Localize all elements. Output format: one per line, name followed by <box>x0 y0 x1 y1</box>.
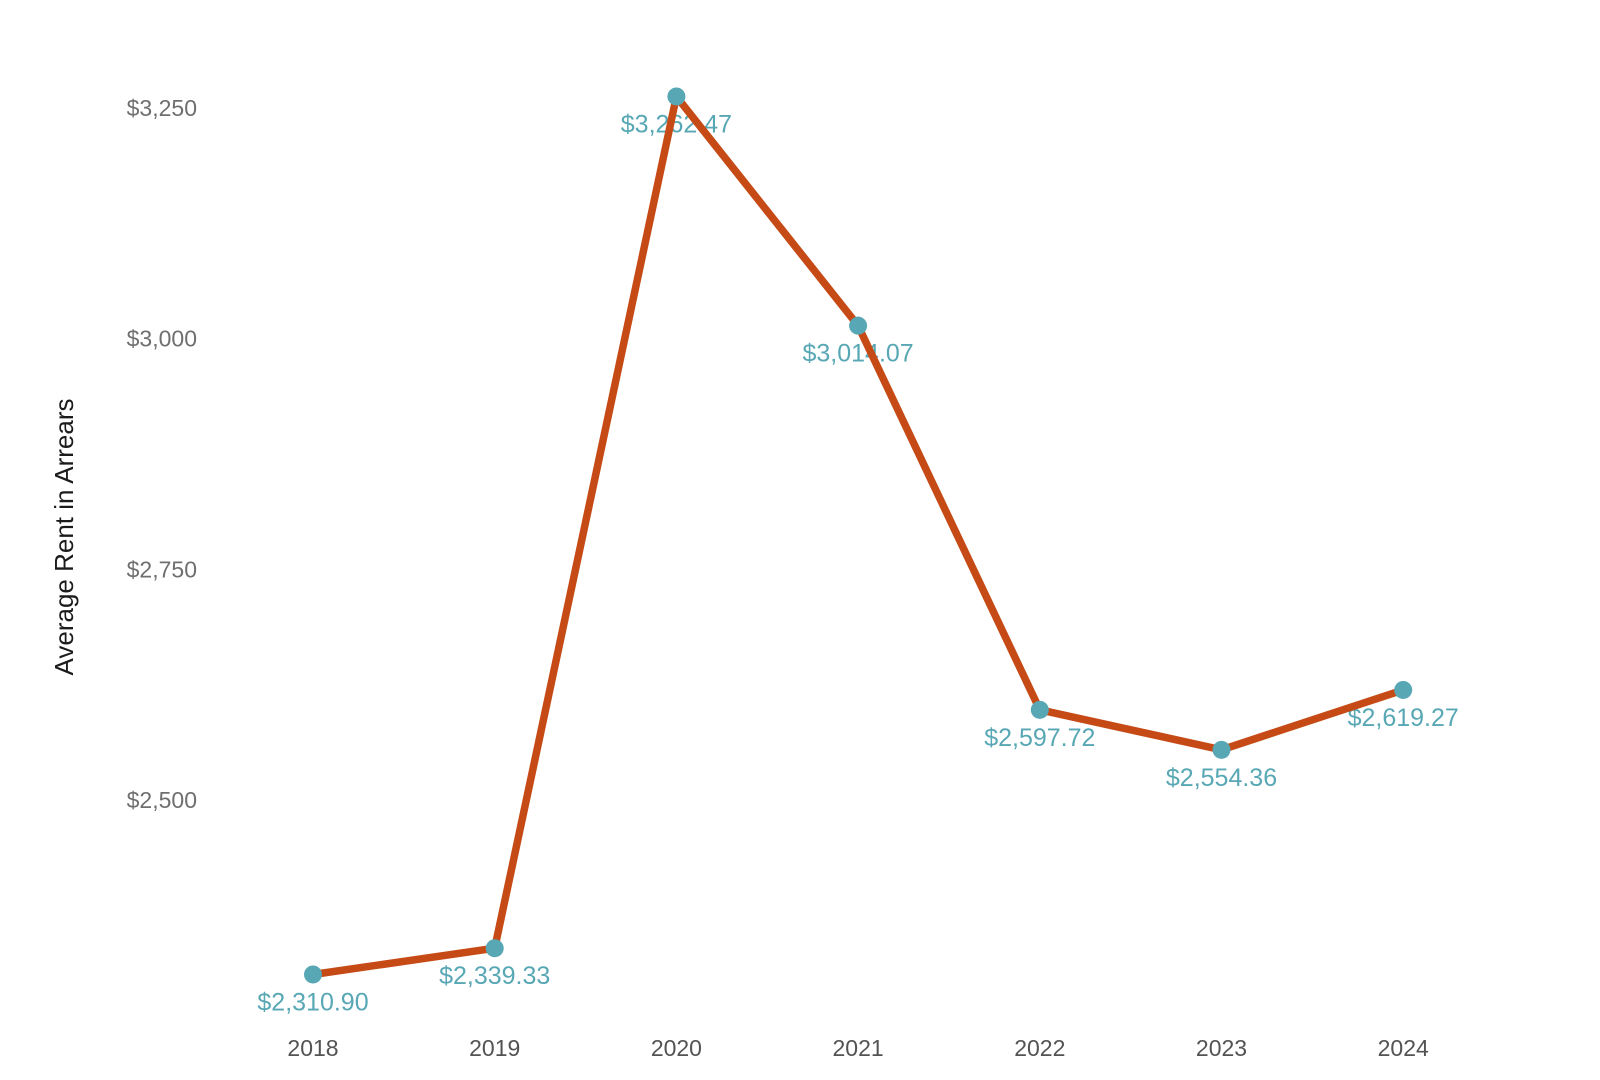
data-point-label: $3,262.47 <box>621 110 732 138</box>
data-point-label: $2,339.33 <box>439 962 550 990</box>
data-point-marker[interactable] <box>485 939 504 958</box>
y-axis-tick-label: $2,500 <box>127 787 197 813</box>
data-point-marker[interactable] <box>849 316 868 335</box>
data-point-marker[interactable] <box>667 87 686 106</box>
x-axis-tick-label: 2021 <box>833 1035 884 1061</box>
data-point-marker[interactable] <box>1030 700 1049 719</box>
series-line <box>309 92 1407 979</box>
x-axis-tick-label: 2023 <box>1196 1035 1247 1061</box>
x-axis-tick-label: 2018 <box>287 1035 338 1061</box>
data-point-label: $3,014.07 <box>802 340 913 368</box>
y-axis-tick-label: $3,000 <box>127 326 197 352</box>
data-point-label: $2,554.36 <box>1166 764 1277 792</box>
data-point-marker[interactable] <box>1394 680 1413 699</box>
y-axis-tick-label: $3,250 <box>127 95 197 121</box>
data-point-marker[interactable] <box>304 965 322 984</box>
data-point-label: $2,310.90 <box>257 988 368 1016</box>
y-axis-tick-label: $2,750 <box>127 556 197 582</box>
data-point-label: $2,597.72 <box>984 724 1095 752</box>
y-axis-title: Average Rent in Arrears <box>49 399 79 676</box>
data-point-label: $2,619.27 <box>1348 704 1459 732</box>
x-axis-tick-label: 2022 <box>1014 1035 1065 1061</box>
x-axis-tick-label: 2024 <box>1378 1035 1429 1061</box>
data-point-marker[interactable] <box>1212 740 1231 759</box>
x-axis-tick-label: 2020 <box>651 1035 702 1061</box>
x-axis-tick-label: 2019 <box>469 1035 520 1061</box>
